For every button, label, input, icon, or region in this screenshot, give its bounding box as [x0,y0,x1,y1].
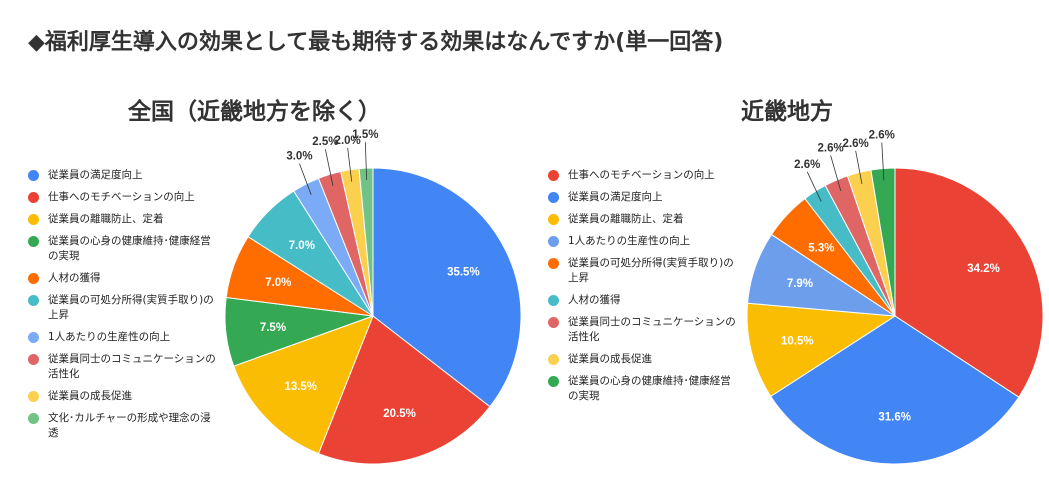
legend-swatch [28,391,39,402]
legend-swatch [548,295,559,306]
leader-line [830,155,842,192]
legend-swatch [548,192,559,203]
legend-item: 従業員同士のコミュニケーションの活性化 [548,315,738,345]
legend-item: 従業員の離職防止、定着 [548,212,738,227]
data-label: 31.6% [878,412,911,424]
page-title: ◆福利厚生導入の効果として最も期待する効果はなんですか(単一回答) [28,30,724,55]
legend-swatch [28,214,39,225]
data-label: 2.6% [843,138,869,150]
legend-item: 従業員の心身の健康維持･健康経営の実現 [548,374,738,404]
legend-label: 従業員の成長促進 [568,353,652,365]
legend-item: 人材の獲得 [28,271,218,286]
data-label: 5.3% [808,242,834,254]
data-label: 34.2% [967,263,1000,275]
legend-item: 1人あたりの生産性の向上 [548,234,738,249]
legend-item: 従業員の満足度向上 [548,190,738,205]
leader-line [806,171,822,202]
legend-item: 1人あたりの生産性の向上 [28,330,218,345]
legend-label: 1人あたりの生産性の向上 [568,235,691,247]
legend-label: 従業員の離職防止、定着 [48,213,164,225]
legend-swatch [28,170,39,181]
legend-label: 仕事へのモチベーションの向上 [568,169,715,181]
legend-label: 従業員の離職防止、定着 [568,213,684,225]
legend-item: 仕事へのモチベーションの向上 [548,168,738,183]
legend-label: 従業員の心身の健康維持･健康経営の実現 [48,235,211,262]
data-label: 2.6% [794,159,820,171]
legend-swatch [548,317,559,328]
legend-label: 従業員同士のコミュニケーションの活性化 [48,353,216,380]
data-label: 3.0% [286,151,312,163]
legend-item: 人材の獲得 [548,293,738,308]
legend-label: 1人あたりの生産性の向上 [48,331,171,343]
legend-kinki: 仕事へのモチベーションの向上 従業員の満足度向上従業員の離職防止、定着 1人あたりの… [548,168,738,411]
legend-label: 人材の獲得 [568,294,621,306]
data-label: 2.6% [869,130,895,142]
leader-line [299,163,312,195]
data-label: 10.5% [781,335,814,347]
legend-swatch [28,354,39,365]
legend-label: 従業員の心身の健康維持･健康経営の実現 [568,375,731,402]
legend-label: 従業員の可処分所得(実質手取り)の上昇 [568,257,734,284]
data-label: 2.6% [817,142,843,154]
legend-item: 従業員の可処分所得(実質手取り)の上昇 [548,256,738,286]
legend-item: 従業員の成長促進 [548,352,738,367]
legend-item: 従業員の心身の健康維持･健康経営の実現 [28,234,218,264]
legend-label: 従業員の満足度向上 [48,169,143,181]
legend-swatch [548,214,559,225]
pie-slice [372,167,522,408]
legend-item: 文化･カルチャーの形成や理念の浸透 [28,411,218,441]
legend-swatch [548,236,559,247]
legend-label: 文化･カルチャーの形成や理念の浸透 [48,412,211,439]
pie-slice [233,315,374,455]
legend-item: 従業員の可処分所得(実質手取り)の上昇 [28,293,218,323]
data-label: 1.5% [352,129,378,141]
legend-label: 従業員の成長促進 [48,390,132,402]
legend-label: 従業員同士のコミュニケーションの活性化 [568,316,736,343]
legend-swatch [28,413,39,424]
legend-item: 従業員の成長促進 [28,389,218,404]
data-label: 7.9% [787,278,813,290]
leader-line [855,150,863,184]
legend-swatch [28,236,39,247]
legend-label: 従業員の可処分所得(実質手取り)の上昇 [48,294,214,321]
legend-label: 人材の獲得 [48,272,101,284]
data-label: 7.5% [260,322,286,334]
pie-slice [317,315,491,465]
legend-item: 従業員同士のコミュニケーションの活性化 [28,352,218,382]
legend-swatch [548,258,559,269]
data-label: 13.5% [284,381,317,393]
legend-swatch [28,273,39,284]
legend-swatch [548,170,559,181]
data-label: 7.0% [289,240,315,252]
legend-swatch [28,332,39,343]
data-label: 20.5% [383,408,416,420]
legend-item: 従業員の離職防止、定着 [28,212,218,227]
data-label: 35.5% [447,267,480,279]
legend-label: 仕事へのモチベーションの向上 [48,191,195,203]
data-label: 2.0% [335,135,361,147]
data-label: 7.0% [265,277,291,289]
legend-item: 仕事へのモチベーションの向上 [28,190,218,205]
data-label: 2.5% [312,136,338,148]
chart-title-kinki: 近畿地方 [741,99,833,125]
leader-line [364,142,367,181]
legend-swatch [28,192,39,203]
legend-label: 従業員の満足度向上 [568,191,663,203]
legend-swatch [548,376,559,387]
legend-swatch [548,354,559,365]
legend-item: 従業員の満足度向上 [28,168,218,183]
leader-line [881,142,885,181]
pie-slice [746,302,897,398]
legend-swatch [28,295,39,306]
leader-line [324,149,334,186]
legend-national: 従業員の満足度向上仕事へのモチベーションの向上 従業員の離職防止、定着従業員の心身… [28,168,218,448]
pie-slice [770,315,1020,465]
leader-line [347,147,353,182]
chart-title-national: 全国（近畿地方を除く） [128,99,381,125]
